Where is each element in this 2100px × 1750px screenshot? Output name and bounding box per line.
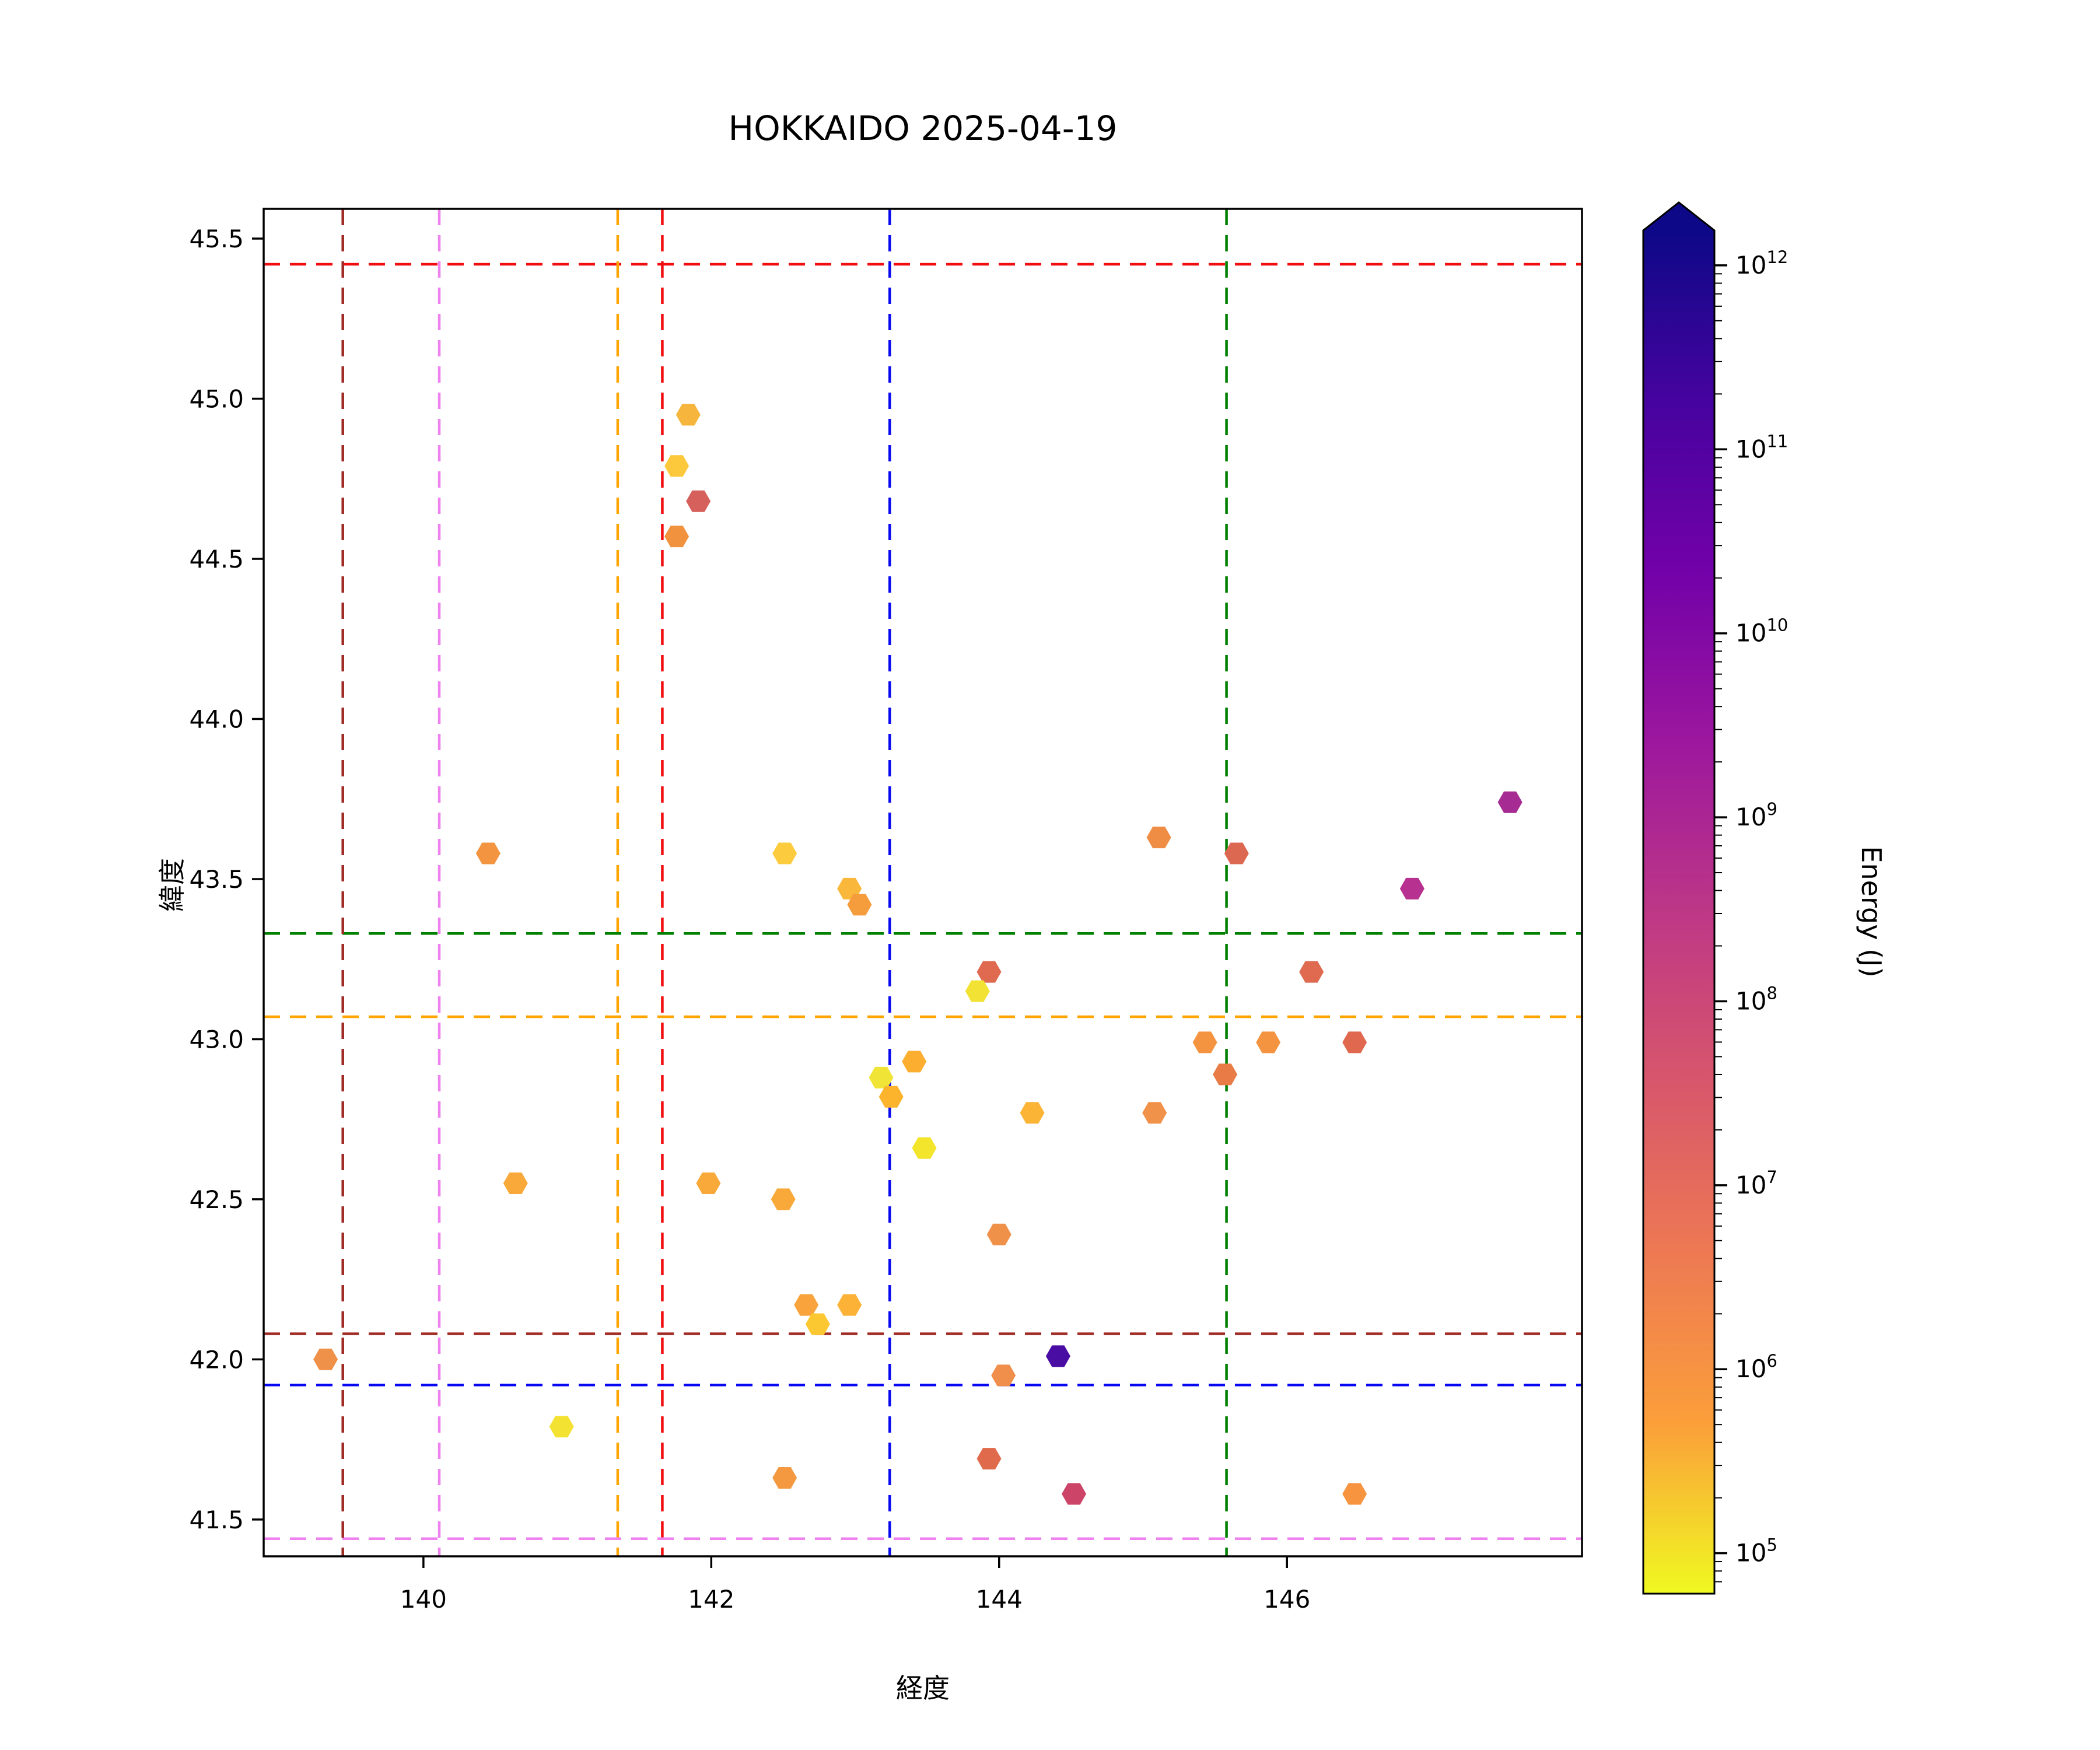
data-point[interactable] (475, 842, 501, 864)
x-tick-label: 146 (1264, 1585, 1310, 1614)
colorbar-tick-label: 107 (1735, 1167, 1777, 1199)
data-point[interactable] (1224, 842, 1249, 864)
data-point[interactable] (772, 842, 797, 864)
data-point[interactable] (1256, 1031, 1281, 1054)
data-point[interactable] (696, 1172, 721, 1194)
data-point[interactable] (313, 1348, 338, 1370)
y-tick-label: 43.5 (189, 865, 244, 894)
data-point[interactable] (991, 1364, 1016, 1387)
colorbar-tick-label: 109 (1735, 799, 1777, 831)
y-tick-label: 42.0 (189, 1345, 244, 1374)
data-point[interactable] (965, 980, 990, 1002)
y-tick-label: 45.0 (189, 385, 244, 414)
data-point[interactable] (1142, 1102, 1167, 1124)
data-point[interactable] (686, 490, 711, 512)
y-tick-label: 42.5 (189, 1185, 244, 1214)
colorbar-arrow (1643, 202, 1714, 230)
colorbar-outline (1642, 201, 1716, 1595)
data-point[interactable] (1192, 1031, 1217, 1054)
data-point[interactable] (1342, 1483, 1367, 1505)
data-point[interactable] (676, 404, 701, 426)
data-point[interactable] (1045, 1345, 1070, 1367)
data-point[interactable] (977, 961, 1002, 983)
y-tick-label: 44.0 (189, 705, 244, 733)
data-point[interactable] (1342, 1031, 1367, 1054)
data-point[interactable] (664, 455, 690, 477)
y-tick-label: 41.5 (189, 1506, 244, 1534)
data-point[interactable] (1299, 961, 1324, 983)
x-axis-label: 経度 (896, 1672, 950, 1704)
y-tick-label: 45.5 (189, 225, 244, 253)
y-tick-label: 44.5 (189, 545, 244, 573)
data-point[interactable] (771, 1188, 796, 1210)
colorbar-tick-label: 1011 (1735, 431, 1788, 463)
colorbar-tick-label: 105 (1735, 1535, 1777, 1567)
colorbar-tick-label: 108 (1735, 983, 1777, 1015)
data-point[interactable] (986, 1223, 1012, 1245)
colorbar-tick-label: 1010 (1735, 615, 1788, 648)
data-point[interactable] (1497, 791, 1522, 813)
y-tick-label: 43.0 (189, 1025, 244, 1054)
data-point[interactable] (1213, 1063, 1238, 1086)
data-point[interactable] (503, 1172, 528, 1194)
axes-border (262, 208, 1583, 1558)
data-point[interactable] (1020, 1102, 1045, 1124)
colorbar-tick-label: 106 (1735, 1351, 1777, 1383)
x-tick-label: 142 (688, 1585, 734, 1614)
data-point[interactable] (977, 1448, 1002, 1470)
data-point[interactable] (869, 1066, 894, 1088)
data-point[interactable] (1399, 877, 1424, 900)
data-point[interactable] (837, 1294, 862, 1316)
data-point[interactable] (664, 526, 690, 548)
data-point[interactable] (794, 1294, 819, 1316)
data-point[interactable] (878, 1086, 904, 1108)
colorbar-tick-label: 1012 (1735, 247, 1788, 279)
data-point[interactable] (902, 1051, 927, 1073)
page-title: HOKKAIDO 2025-04-19 (728, 108, 1118, 148)
data-point[interactable] (1062, 1483, 1087, 1505)
data-points (313, 404, 1522, 1505)
data-point[interactable] (549, 1416, 574, 1438)
data-point[interactable] (847, 894, 872, 916)
data-point[interactable] (805, 1313, 830, 1335)
reference-lines (264, 209, 1582, 1556)
x-tick-label: 140 (400, 1585, 447, 1614)
data-point[interactable] (772, 1467, 797, 1489)
colorbar-gradient (1643, 230, 1714, 1594)
data-point[interactable] (1146, 827, 1171, 849)
x-tick-label: 144 (976, 1585, 1023, 1614)
data-point[interactable] (912, 1137, 937, 1159)
